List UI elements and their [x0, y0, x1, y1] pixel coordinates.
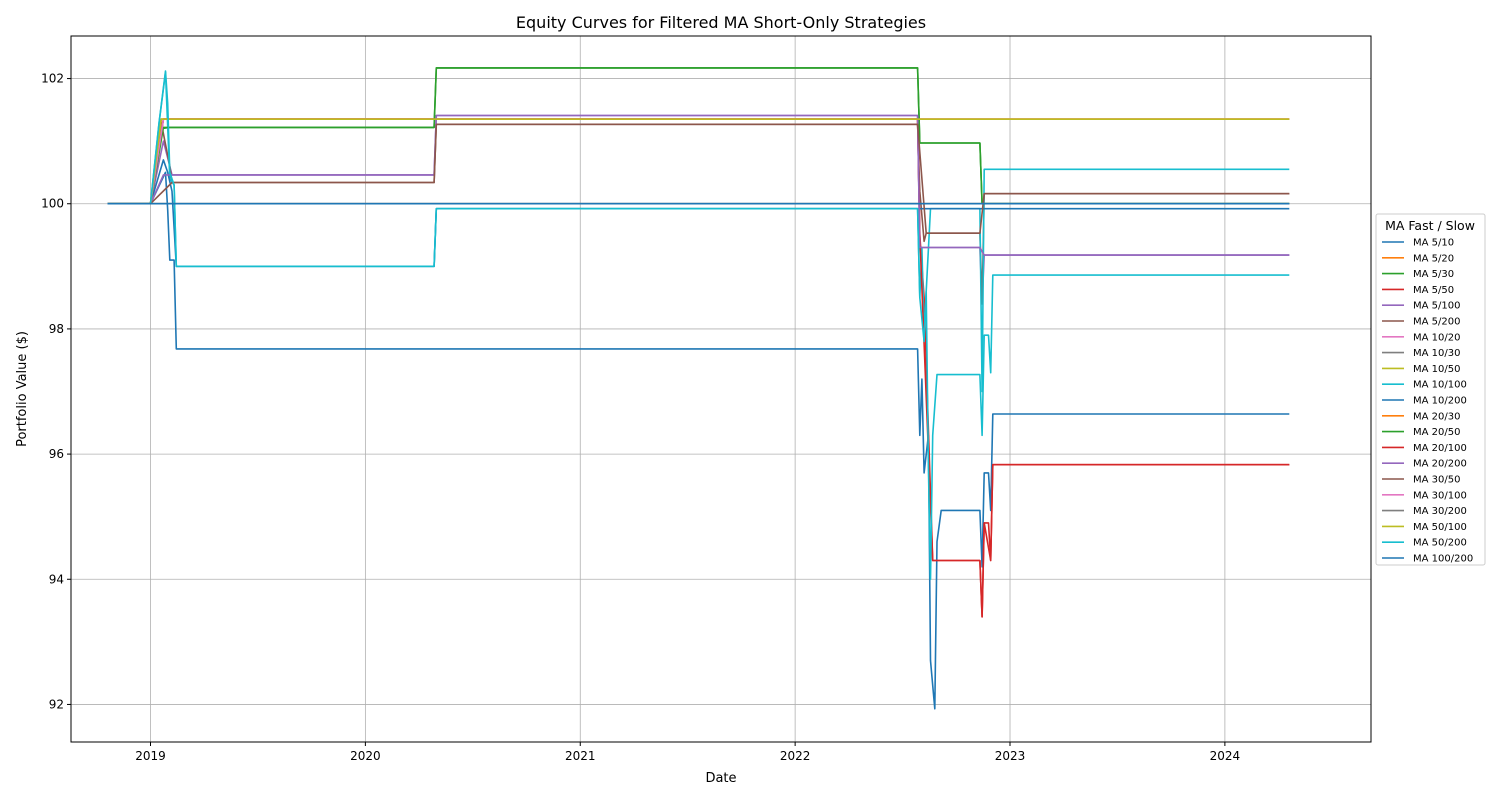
legend-label: MA 5/100 — [1413, 301, 1460, 312]
series-line-ma-20-50 — [107, 67, 1290, 205]
x-tick-label: 2019 — [135, 749, 166, 763]
legend-label: MA 20/100 — [1413, 443, 1467, 454]
plot-frame — [70, 35, 1372, 743]
y-tick-label: 96 — [49, 447, 64, 461]
legend-label: MA 20/200 — [1413, 459, 1467, 470]
legend-label: MA 5/10 — [1413, 238, 1454, 249]
series-line-ma-20-30 — [107, 118, 1290, 205]
legend-label: MA 5/50 — [1413, 285, 1454, 296]
series-line-ma-30-100 — [107, 118, 1290, 205]
series-line-ma-5-20 — [107, 118, 1290, 205]
legend-label: MA 20/30 — [1413, 411, 1460, 422]
x-tick-label: 2022 — [780, 749, 811, 763]
legend-label: MA 10/20 — [1413, 332, 1460, 343]
series-line-ma-10-200 — [107, 159, 1290, 268]
legend-items: MA 5/10 MA 5/20 MA 5/30 MA 5/50 MA 5/100 MA 5… — [1382, 238, 1473, 565]
series-line-ma-10-100 — [107, 71, 1290, 393]
ticks-layer: 2019 2020 2021 2022 2023 2024 92 94 96 98 100 102 — [41, 72, 1240, 763]
legend-label: MA 20/50 — [1413, 427, 1460, 438]
x-tick-label: 2021 — [565, 749, 596, 763]
grid-layer — [71, 36, 1371, 742]
plot-layer — [107, 67, 1290, 710]
legend-label: MA 50/200 — [1413, 538, 1467, 549]
legend-title: MA Fast / Slow — [1385, 218, 1475, 233]
x-axis-label: Date — [705, 771, 736, 786]
series-line-ma-20-200 — [107, 114, 1290, 256]
y-tick-label: 98 — [49, 322, 64, 336]
y-tick-label: 102 — [41, 72, 64, 86]
series-line-ma-10-20 — [107, 118, 1290, 205]
legend-label: MA 10/50 — [1413, 364, 1460, 375]
legend-label: MA 50/100 — [1413, 522, 1467, 533]
legend-label: MA 30/100 — [1413, 490, 1467, 501]
y-tick-label: 100 — [41, 197, 64, 211]
series-line-ma-5-10 — [107, 171, 1290, 710]
legend-label: MA 10/200 — [1413, 396, 1467, 407]
y-tick-label: 94 — [49, 572, 64, 586]
series-line-ma-30-50 — [107, 123, 1290, 234]
chart-title: Equity Curves for Filtered MA Short-Only… — [516, 13, 926, 32]
legend-label: MA 5/30 — [1413, 269, 1454, 280]
series-line-ma-5-30 — [107, 67, 1290, 205]
legend-label: MA 5/20 — [1413, 253, 1454, 264]
y-axis-label: Portfolio Value ($) — [15, 331, 30, 447]
legend-label: MA 100/200 — [1413, 554, 1473, 565]
legend-label: MA 10/30 — [1413, 348, 1460, 359]
legend-label: MA 30/200 — [1413, 506, 1467, 517]
x-tick-label: 2024 — [1210, 749, 1241, 763]
series-line-ma-50-200 — [107, 70, 1290, 581]
legend-box — [1375, 213, 1486, 566]
legend-label: MA 10/100 — [1413, 380, 1467, 391]
x-tick-label: 2020 — [350, 749, 381, 763]
series-line-ma-10-50 — [107, 118, 1290, 205]
legend-label: MA 30/50 — [1413, 475, 1460, 486]
legend-label: MA 5/200 — [1413, 317, 1460, 328]
y-tick-label: 92 — [49, 697, 64, 711]
series-line-ma-5-200 — [107, 121, 1290, 305]
x-tick-label: 2023 — [995, 749, 1026, 763]
series-line-ma-50-100 — [107, 118, 1290, 205]
